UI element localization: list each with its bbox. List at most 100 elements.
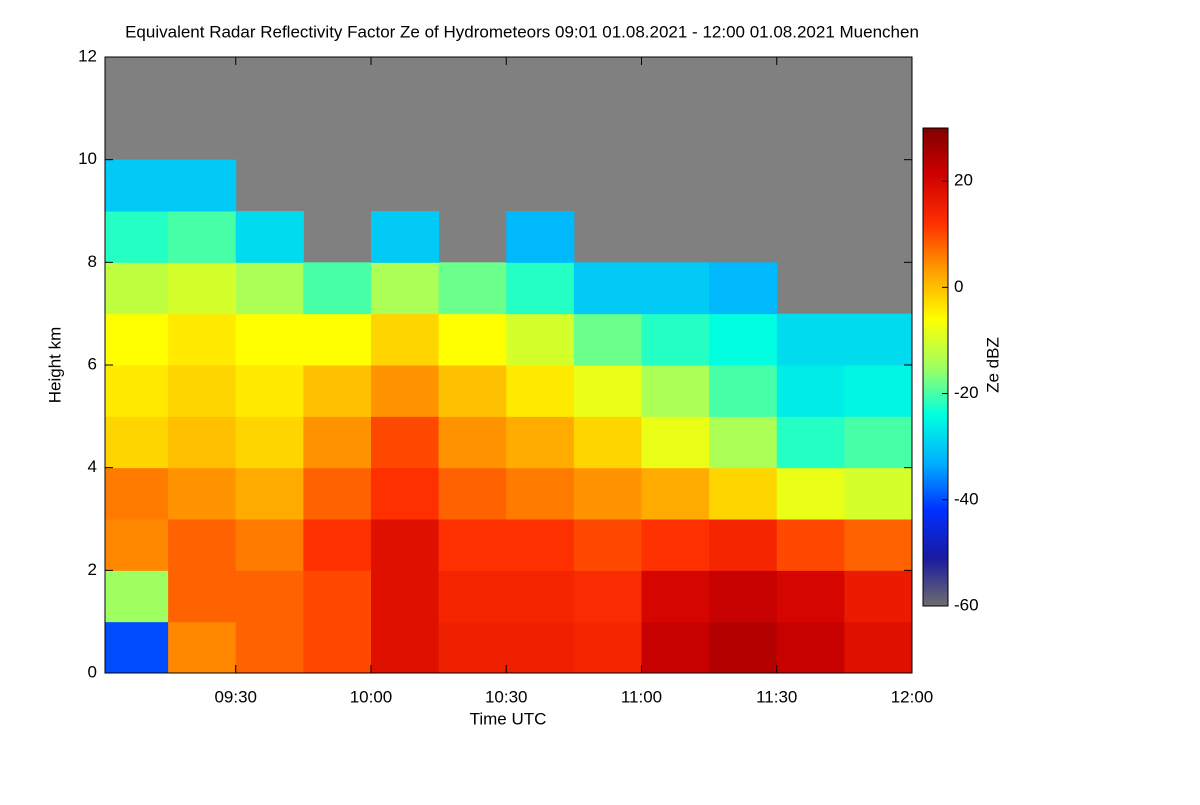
heat-cell xyxy=(573,416,642,469)
heat-cell xyxy=(303,519,372,571)
heat-cell xyxy=(776,365,845,417)
heat-cell xyxy=(168,365,237,417)
heat-cell xyxy=(235,621,304,674)
y-tick-label: 12 xyxy=(78,46,97,65)
heat-cell xyxy=(641,365,710,417)
heat-cell xyxy=(641,262,710,315)
heat-cell xyxy=(776,313,845,366)
y-tick-label: 2 xyxy=(88,560,97,579)
heat-cell xyxy=(370,365,440,417)
heat-cell xyxy=(776,621,845,674)
heat-cell xyxy=(105,519,169,571)
heat-cell xyxy=(303,621,372,674)
colorbar-tick-label: -40 xyxy=(954,489,979,508)
heat-cell xyxy=(303,365,372,417)
heat-cell xyxy=(370,570,440,623)
x-tick-label: 10:00 xyxy=(350,687,393,706)
heat-cell xyxy=(105,211,169,263)
y-tick-label: 4 xyxy=(88,457,97,476)
colorbar-tick-label: 0 xyxy=(954,277,963,296)
heat-cell xyxy=(235,519,304,571)
heat-cell xyxy=(303,262,372,315)
x-tick-label: 10:30 xyxy=(485,687,528,706)
heat-cell xyxy=(709,416,778,469)
heat-cell xyxy=(844,467,913,520)
heat-cell xyxy=(776,570,845,623)
heat-cell xyxy=(573,313,642,366)
heat-cell xyxy=(438,365,507,417)
x-tick-label: 09:30 xyxy=(214,687,257,706)
heat-cell xyxy=(709,313,778,366)
y-tick-label: 0 xyxy=(88,662,97,681)
heat-cell xyxy=(573,262,642,315)
x-tick-label: 11:00 xyxy=(621,687,662,706)
heat-cell xyxy=(168,467,237,520)
y-axis-label: Height km xyxy=(45,327,64,404)
heat-cell xyxy=(370,262,440,315)
chart-title: Equivalent Radar Reflectivity Factor Ze … xyxy=(125,22,919,41)
heat-cell xyxy=(370,467,440,520)
heat-cell xyxy=(776,519,845,571)
heat-cell xyxy=(709,621,778,674)
heat-cell xyxy=(168,519,237,571)
heat-cell xyxy=(438,262,507,315)
colorbar-tick-label: 20 xyxy=(954,171,973,190)
heat-cell xyxy=(168,416,237,469)
y-tick-label: 6 xyxy=(88,354,97,373)
heat-cell xyxy=(303,570,372,623)
heat-cell xyxy=(641,519,710,571)
heat-cell xyxy=(506,570,575,623)
heat-cell xyxy=(168,159,237,212)
heat-cell xyxy=(168,570,237,623)
heat-cell xyxy=(105,416,169,469)
heat-cell xyxy=(573,519,642,571)
heat-cell xyxy=(709,519,778,571)
heat-cell xyxy=(573,365,642,417)
colorbar-label: Ze dBZ xyxy=(983,337,1002,393)
y-tick-label: 8 xyxy=(88,252,97,271)
heat-cell xyxy=(844,313,913,366)
heat-cell xyxy=(438,467,507,520)
heat-cell xyxy=(506,262,575,315)
heat-cell xyxy=(303,467,372,520)
heat-cell xyxy=(438,570,507,623)
heat-cell xyxy=(573,621,642,674)
x-axis-label: Time UTC xyxy=(470,709,547,728)
heat-cell xyxy=(105,570,169,623)
heat-cell xyxy=(776,416,845,469)
x-tick-label: 11:30 xyxy=(756,687,797,706)
heat-cell xyxy=(105,621,169,674)
heat-cell xyxy=(506,416,575,469)
heat-cell xyxy=(370,313,440,366)
heat-cell xyxy=(641,570,710,623)
heat-cell xyxy=(168,621,237,674)
heat-cell xyxy=(303,313,372,366)
heat-cell xyxy=(168,211,237,263)
heat-cell xyxy=(506,313,575,366)
heat-cell xyxy=(438,416,507,469)
heat-cell xyxy=(844,365,913,417)
colorbar-tick-label: -20 xyxy=(954,383,979,402)
heat-cell xyxy=(105,262,169,315)
heat-cell xyxy=(105,467,169,520)
heat-cell xyxy=(168,313,237,366)
colorbar-tick-label: -60 xyxy=(954,595,979,614)
heat-cell xyxy=(370,621,440,674)
heat-cell xyxy=(235,365,304,417)
heat-cell xyxy=(709,570,778,623)
heat-cell xyxy=(235,211,304,263)
heat-cell xyxy=(235,416,304,469)
heat-cell xyxy=(235,262,304,315)
heat-cell xyxy=(105,365,169,417)
heat-cell xyxy=(776,467,845,520)
heat-cell xyxy=(438,313,507,366)
heat-cell xyxy=(709,262,778,315)
heat-cell xyxy=(506,621,575,674)
heat-cell xyxy=(709,365,778,417)
heat-cell xyxy=(844,570,913,623)
heat-cell xyxy=(438,621,507,674)
heat-cell xyxy=(709,467,778,520)
y-tick-label: 10 xyxy=(78,149,97,168)
heat-cell xyxy=(168,262,237,315)
